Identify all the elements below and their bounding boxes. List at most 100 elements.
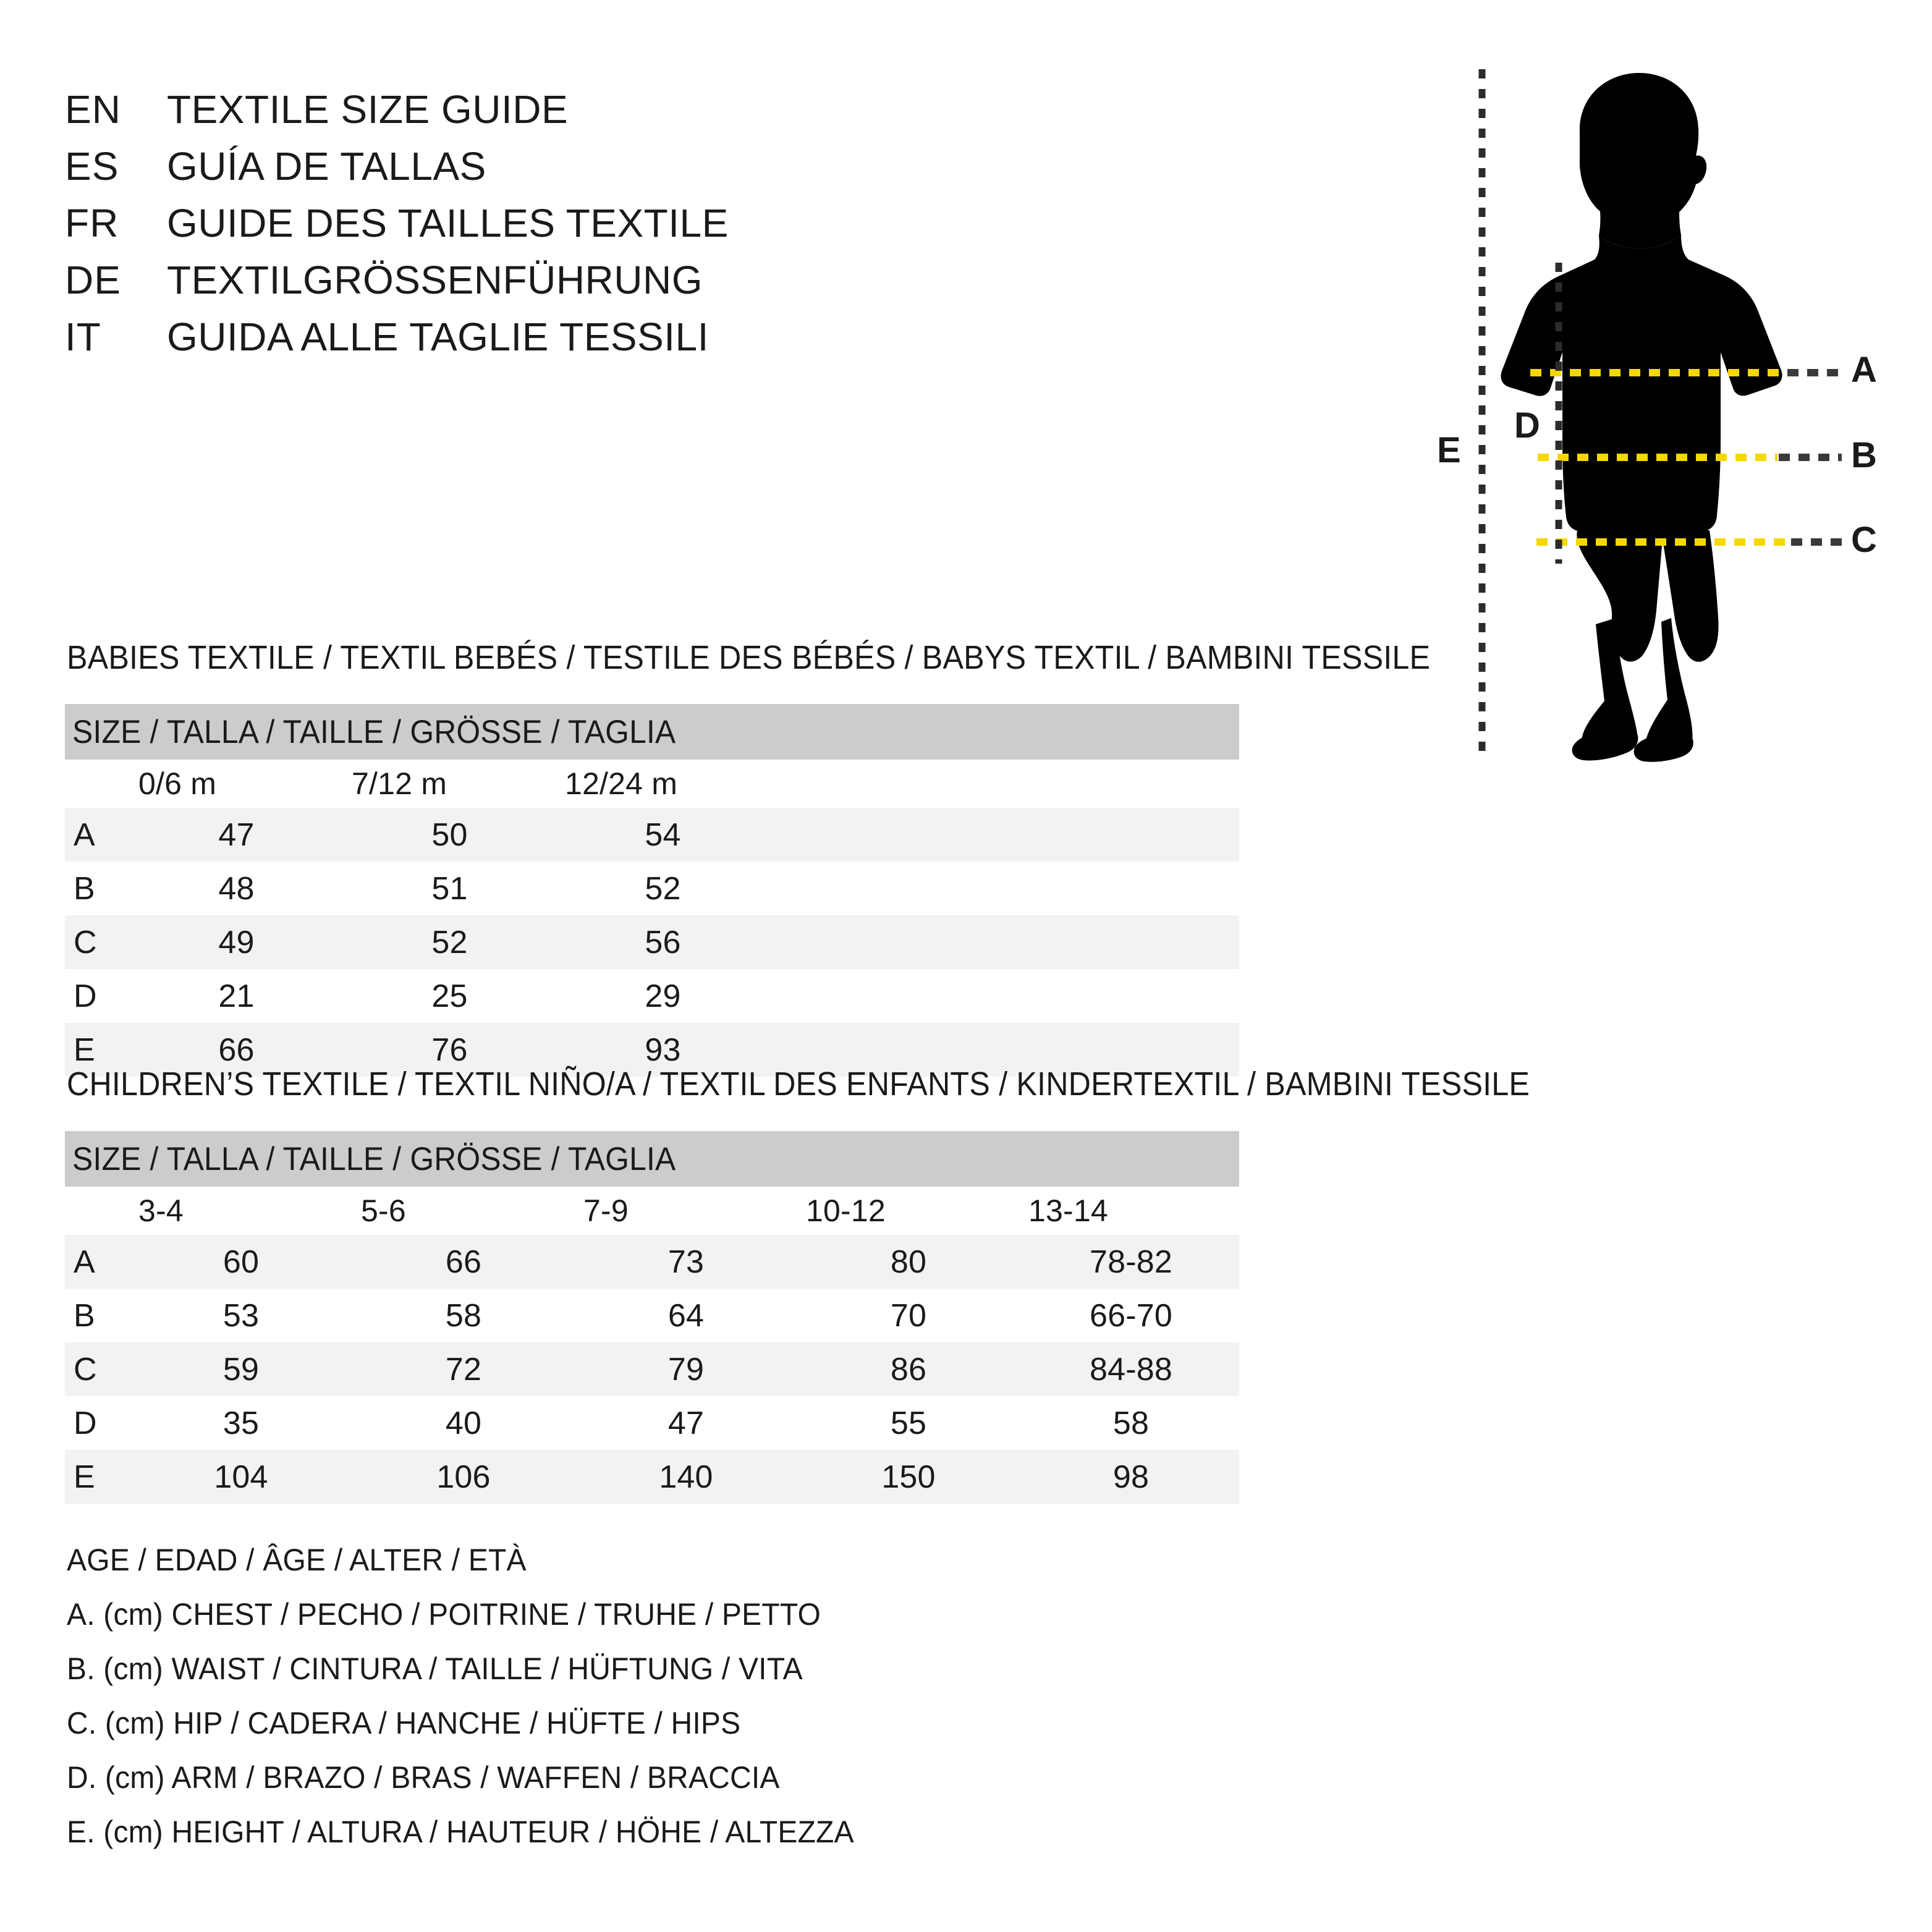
legend-line-d-arm: D. (cm) ARM / BRAZO / BRAS / WAFFEN / BR… bbox=[67, 1760, 780, 1795]
children-cell-b-1: 58 bbox=[445, 1297, 482, 1334]
language-code-de: DE bbox=[65, 258, 121, 302]
measurement-figure-diagram: A B C D E bbox=[1409, 62, 1932, 766]
babies-column-header-row: 0/6 m 7/12 m 12/24 m bbox=[65, 760, 1239, 808]
legend-line-e-height: E. (cm) HEIGHT / ALTURA / HAUTEUR / HÖHE… bbox=[67, 1815, 854, 1849]
table-row: B 53 58 64 70 66-70 bbox=[65, 1289, 1239, 1342]
babies-cell-a-0: 47 bbox=[218, 816, 255, 853]
children-cell-b-2: 64 bbox=[667, 1297, 705, 1334]
babies-cell-d-2: 29 bbox=[645, 978, 681, 1014]
children-cell-a-1: 66 bbox=[445, 1244, 482, 1280]
babies-cell-c-2: 56 bbox=[645, 924, 681, 960]
babies-cell-d-1: 25 bbox=[431, 978, 468, 1014]
babies-cell-a-2: 54 bbox=[645, 816, 681, 853]
legend-line-c-hip: C. (cm) HIP / CADERA / HANCHE / HÜFTE / … bbox=[67, 1706, 741, 1740]
children-column-header-0: 3-4 bbox=[138, 1193, 184, 1228]
children-cell-b-3: 70 bbox=[890, 1297, 927, 1334]
children-section-title: CHILDREN’S TEXTILE / TEXTIL NIÑO/A / TEX… bbox=[67, 1066, 1530, 1103]
babies-cell-d-0: 21 bbox=[218, 978, 255, 1014]
children-cell-b-0: 53 bbox=[222, 1297, 260, 1334]
children-cell-c-2: 79 bbox=[667, 1351, 705, 1388]
children-cell-a-3: 80 bbox=[890, 1244, 927, 1280]
babies-row-key-b: B bbox=[74, 870, 95, 907]
babies-row-key-a: A bbox=[74, 816, 95, 853]
children-cell-d-2: 47 bbox=[667, 1405, 705, 1441]
language-row-de: DE TEXTILGRÖSSENFÜHRUNG bbox=[65, 257, 868, 314]
babies-column-header-0: 0/6 m bbox=[138, 766, 217, 801]
children-row-key-b: B bbox=[74, 1297, 95, 1334]
children-column-header-2: 7-9 bbox=[583, 1193, 629, 1228]
children-cell-e-2: 140 bbox=[659, 1459, 713, 1495]
table-row: E 104 106 140 150 98 bbox=[65, 1450, 1239, 1504]
figure-label-c: C bbox=[1851, 520, 1877, 560]
children-cell-e-4: 98 bbox=[1112, 1459, 1150, 1495]
children-size-table: SIZE / TALLA / TAILLE / GRÖSSE / TAGLIA … bbox=[65, 1131, 1239, 1504]
children-cell-a-0: 60 bbox=[222, 1244, 260, 1280]
language-title-block: EN TEXTILE SIZE GUIDE ES GUÍA DE TALLAS … bbox=[65, 87, 868, 371]
babies-cell-e-0: 66 bbox=[218, 1032, 255, 1068]
children-cell-e-1: 106 bbox=[436, 1459, 491, 1495]
children-cell-d-3: 55 bbox=[890, 1405, 927, 1441]
legend-line-b-waist: B. (cm) WAIST / CINTURA / TAILLE / HÜFTU… bbox=[67, 1651, 803, 1686]
table-row: B 48 51 52 bbox=[65, 862, 1239, 915]
babies-table-header-bar: SIZE / TALLA / TAILLE / GRÖSSE / TAGLIA bbox=[65, 704, 1239, 760]
babies-cell-a-1: 50 bbox=[431, 816, 468, 853]
babies-cell-e-2: 93 bbox=[645, 1032, 681, 1068]
children-column-header-1: 5-6 bbox=[361, 1193, 406, 1228]
babies-row-key-d: D bbox=[74, 978, 97, 1014]
babies-cell-b-0: 48 bbox=[218, 870, 255, 907]
table-row: C 59 72 79 86 84-88 bbox=[65, 1342, 1239, 1396]
table-row: A 60 66 73 80 78-82 bbox=[65, 1235, 1239, 1289]
children-cell-a-4: 78-82 bbox=[1090, 1244, 1172, 1280]
children-table-header-label: SIZE / TALLA / TAILLE / GRÖSSE / TAGLIA bbox=[72, 1140, 676, 1177]
table-row: D 21 25 29 bbox=[65, 969, 1239, 1023]
language-title-en: TEXTILE SIZE GUIDE bbox=[167, 87, 569, 132]
child-silhouette-icon bbox=[1501, 73, 1782, 762]
language-row-it: IT GUIDA ALLE TAGLIE TESSILI bbox=[65, 314, 868, 371]
babies-row-key-e: E bbox=[74, 1032, 95, 1068]
measurement-legend: AGE / EDAD / ÂGE / ALTER / ETÀ A. (cm) C… bbox=[67, 1533, 1056, 1859]
children-cell-a-2: 73 bbox=[667, 1244, 705, 1280]
language-title-de: TEXTILGRÖSSENFÜHRUNG bbox=[167, 258, 703, 302]
language-code-fr: FR bbox=[65, 201, 119, 245]
language-row-es: ES GUÍA DE TALLAS bbox=[65, 143, 868, 200]
legend-line-age: AGE / EDAD / ÂGE / ALTER / ETÀ bbox=[67, 1543, 527, 1577]
children-cell-d-1: 40 bbox=[445, 1405, 482, 1441]
language-row-fr: FR GUIDE DES TAILLES TEXTILE bbox=[65, 200, 868, 257]
children-cell-d-0: 35 bbox=[222, 1405, 260, 1441]
figure-label-a: A bbox=[1851, 350, 1877, 390]
babies-size-table: SIZE / TALLA / TAILLE / GRÖSSE / TAGLIA … bbox=[65, 704, 1239, 1077]
language-code-en: EN bbox=[65, 87, 121, 132]
children-row-key-d: D bbox=[74, 1405, 97, 1441]
children-cell-e-0: 104 bbox=[214, 1459, 268, 1495]
children-row-key-c: C bbox=[74, 1351, 97, 1388]
babies-column-header-2: 12/24 m bbox=[565, 766, 678, 801]
children-cell-c-0: 59 bbox=[222, 1351, 260, 1388]
babies-column-header-1: 7/12 m bbox=[352, 766, 447, 801]
language-title-fr: GUIDE DES TAILLES TEXTILE bbox=[167, 201, 729, 245]
children-cell-c-1: 72 bbox=[445, 1351, 482, 1388]
children-cell-e-3: 150 bbox=[881, 1459, 936, 1495]
children-row-key-e: E bbox=[74, 1459, 95, 1495]
figure-label-b: B bbox=[1851, 435, 1877, 475]
table-row: C 49 52 56 bbox=[65, 915, 1239, 969]
table-row: A 47 50 54 bbox=[65, 808, 1239, 862]
babies-table-header-label: SIZE / TALLA / TAILLE / GRÖSSE / TAGLIA bbox=[72, 713, 676, 750]
babies-cell-c-1: 52 bbox=[431, 924, 468, 960]
children-column-header-row: 3-4 5-6 7-9 10-12 13-14 bbox=[65, 1187, 1239, 1235]
table-row: E 66 76 93 bbox=[65, 1023, 1239, 1077]
figure-label-d: D bbox=[1514, 405, 1540, 446]
figure-label-e: E bbox=[1437, 430, 1461, 470]
children-column-header-4: 13-14 bbox=[1028, 1193, 1108, 1228]
babies-row-key-c: C bbox=[74, 924, 97, 960]
children-column-header-3: 10-12 bbox=[806, 1193, 886, 1228]
language-title-it: GUIDA ALLE TAGLIE TESSILI bbox=[167, 315, 709, 359]
children-row-key-a: A bbox=[74, 1244, 95, 1280]
babies-cell-e-1: 76 bbox=[431, 1032, 468, 1068]
language-code-it: IT bbox=[65, 315, 101, 359]
legend-line-a-chest: A. (cm) CHEST / PECHO / POITRINE / TRUHE… bbox=[67, 1597, 821, 1632]
children-cell-d-4: 58 bbox=[1112, 1405, 1150, 1441]
babies-cell-c-0: 49 bbox=[218, 924, 255, 960]
children-table-header-bar: SIZE / TALLA / TAILLE / GRÖSSE / TAGLIA bbox=[65, 1131, 1239, 1187]
language-row-en: EN TEXTILE SIZE GUIDE bbox=[65, 87, 868, 143]
language-code-es: ES bbox=[65, 144, 119, 189]
